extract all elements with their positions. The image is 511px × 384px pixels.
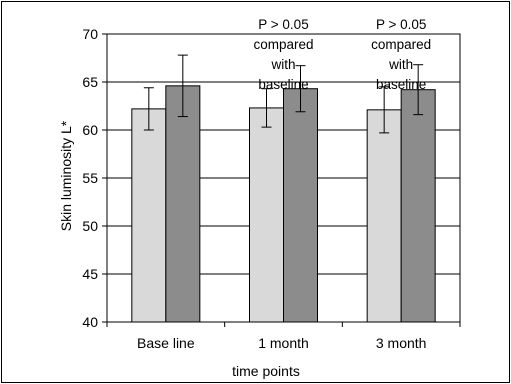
y-tick-label: 55 <box>82 170 98 186</box>
bar <box>283 88 318 323</box>
y-tick-label: 45 <box>82 266 98 282</box>
bar <box>400 89 436 323</box>
annotation-line: P > 0.05 <box>376 17 426 32</box>
bar <box>131 108 167 323</box>
annotation-line: compared <box>371 37 431 52</box>
annotation-line: compared <box>253 37 313 52</box>
y-tick-label: 60 <box>82 122 98 138</box>
y-tick-label: 70 <box>82 26 98 42</box>
error-bars <box>143 54 424 134</box>
annotation-line: with <box>270 57 295 72</box>
y-tick-label: 65 <box>82 74 98 90</box>
x-tick-label: 3 month <box>376 335 427 351</box>
x-tick-label: 1 month <box>258 335 309 351</box>
x-axis-title: time points <box>232 363 300 379</box>
x-tick-label: Base line <box>137 335 195 351</box>
y-tick-label: 50 <box>82 218 98 234</box>
y-axis-title: Skin luminosity L* <box>58 120 74 231</box>
annotations: P > 0.05 compared with baseline P > 0.05 comp… <box>253 17 431 92</box>
annotation-line: with <box>388 57 413 72</box>
y-tick-label: 40 <box>82 314 98 330</box>
bars <box>131 85 436 323</box>
annotation-line: baseline <box>376 77 426 92</box>
annotation-line: P > 0.05 <box>258 17 308 32</box>
axes: 40 45 50 55 60 65 70 Base line 1 month 3 month <box>82 26 461 351</box>
bar <box>366 109 402 323</box>
bar <box>165 85 201 323</box>
bar <box>249 107 284 323</box>
annotation-line: baseline <box>258 77 308 92</box>
